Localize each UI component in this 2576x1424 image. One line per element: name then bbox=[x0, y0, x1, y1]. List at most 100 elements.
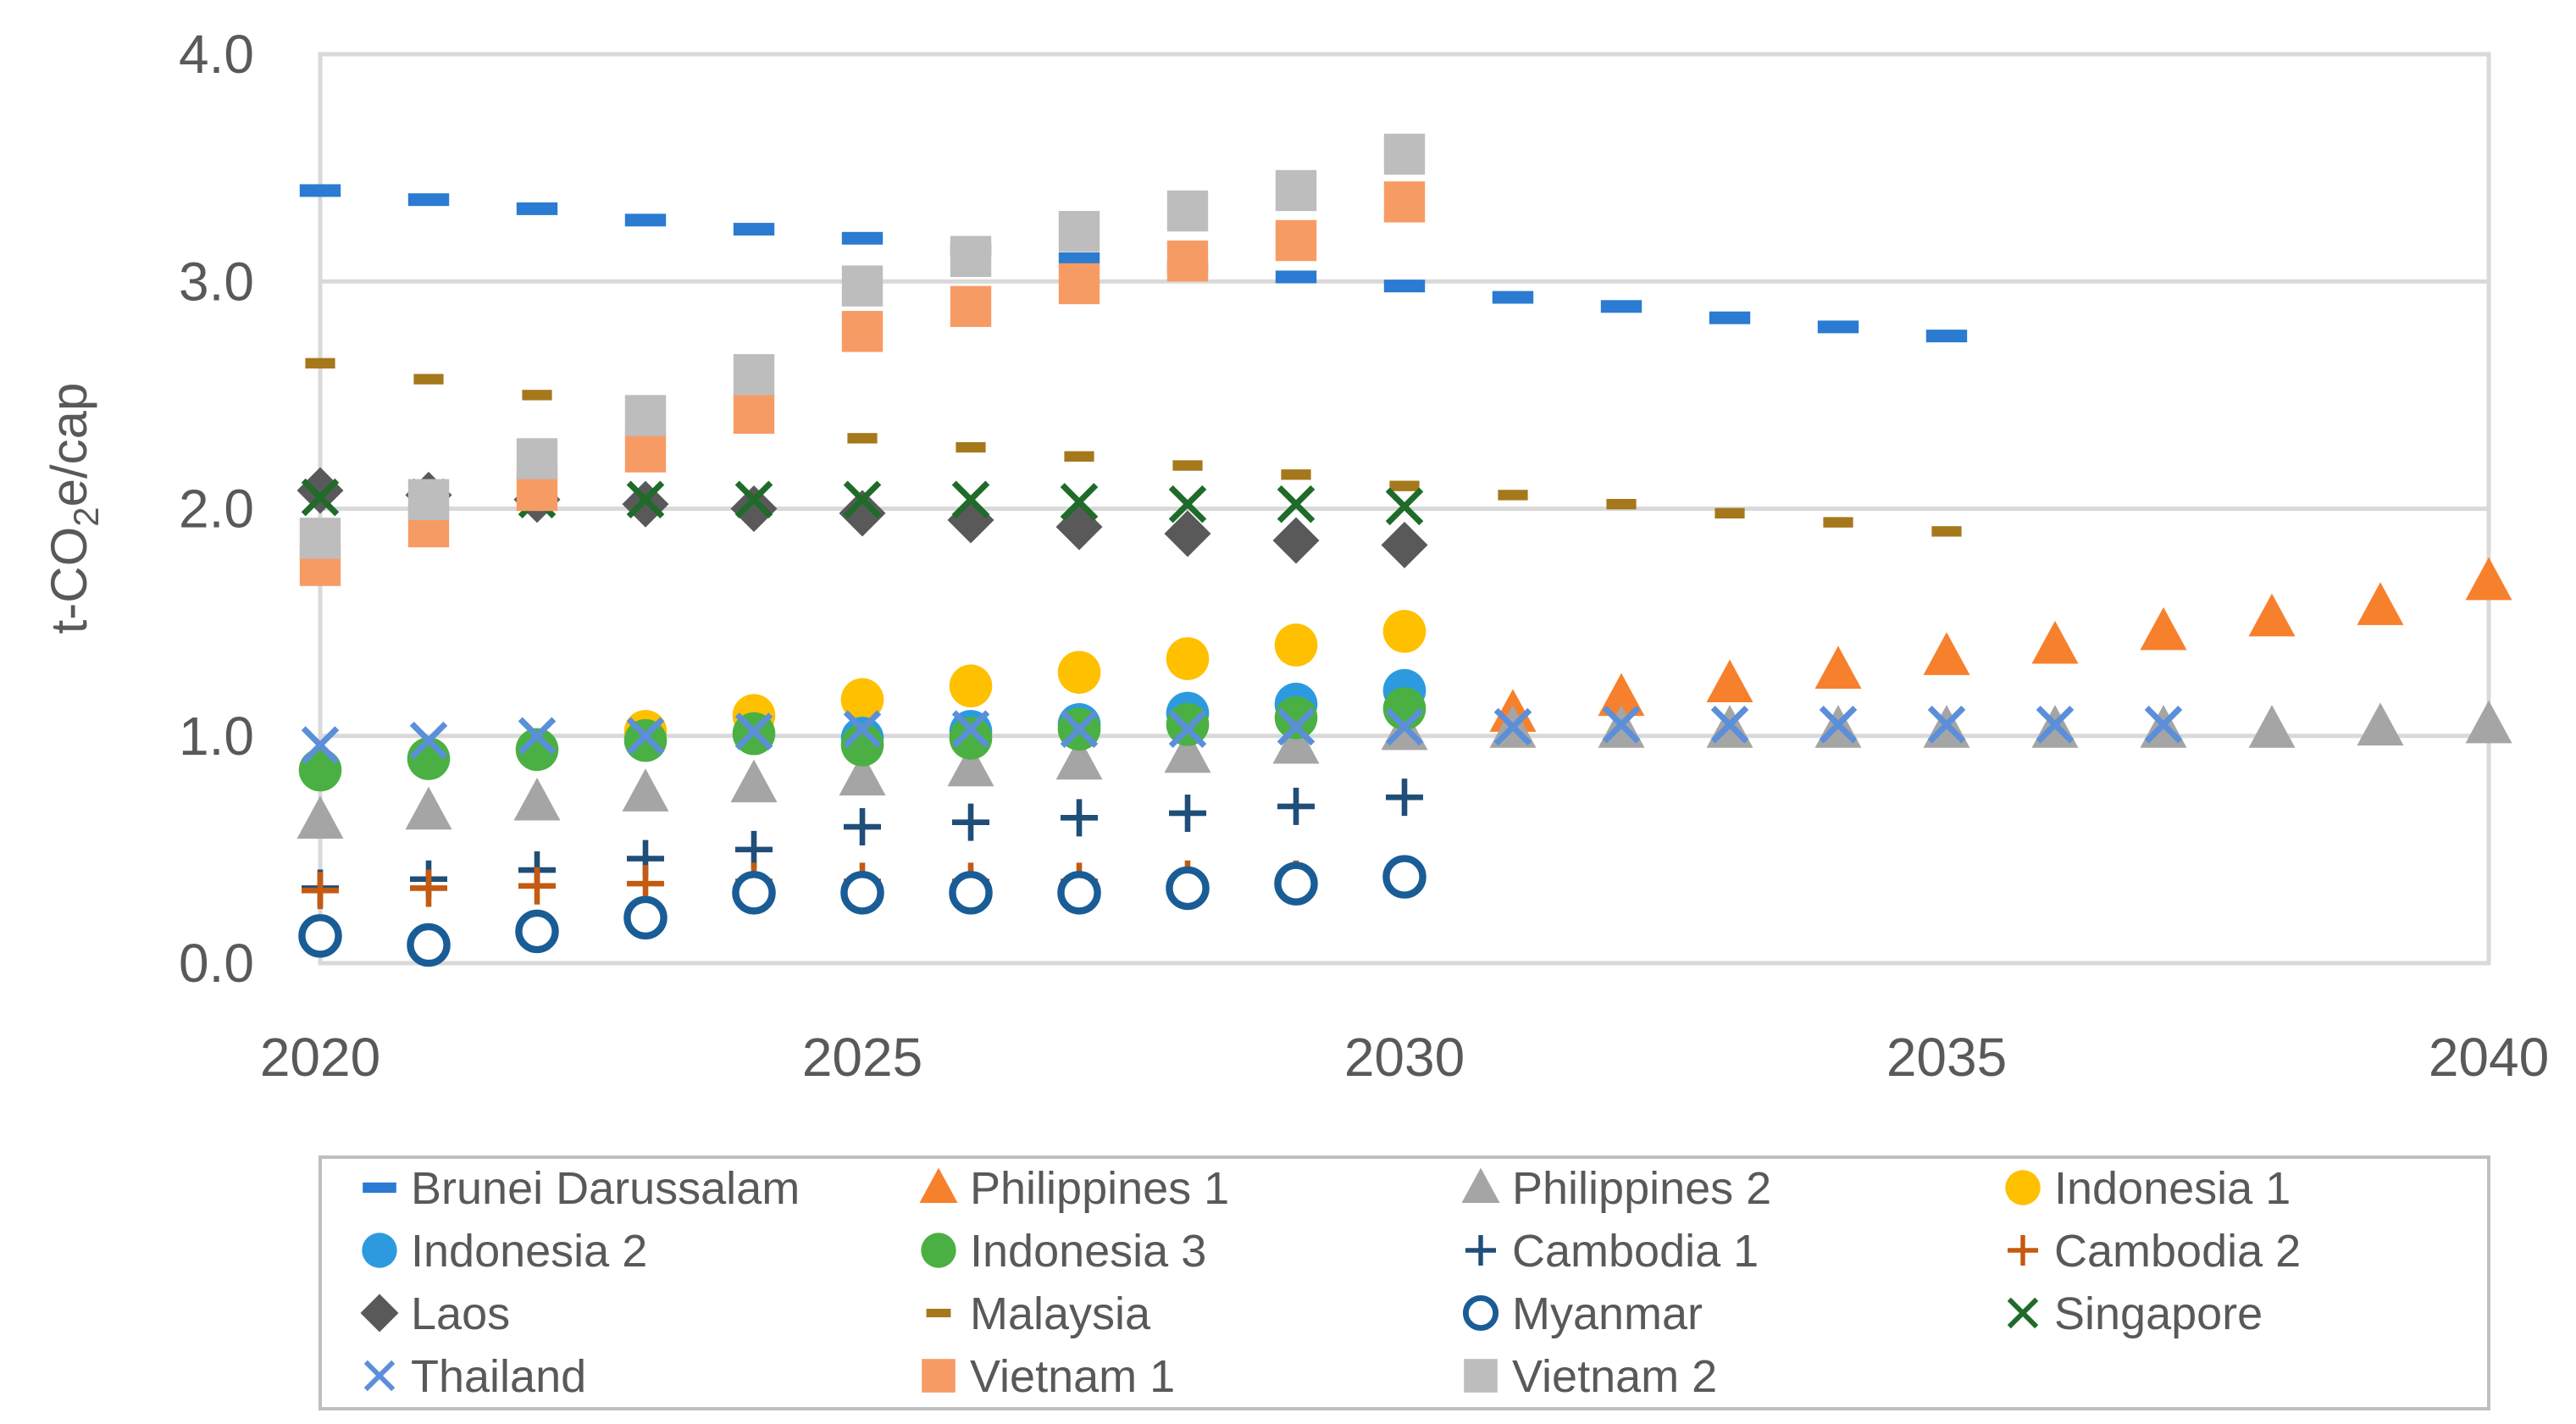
legend-item-vietnam-2[interactable]: Vietnam 2 bbox=[1464, 1351, 1717, 1402]
data-point bbox=[1598, 673, 1645, 717]
data-point bbox=[407, 193, 450, 207]
data-point bbox=[1275, 169, 1317, 212]
legend-item-malaysia[interactable]: Malaysia bbox=[926, 1288, 1151, 1339]
legend-item-philippines-2[interactable]: Philippines 2 bbox=[1461, 1163, 1772, 1214]
data-point bbox=[1274, 695, 1318, 740]
data-point bbox=[1064, 451, 1094, 462]
data-point bbox=[1166, 866, 1210, 911]
legend-marker bbox=[921, 1233, 956, 1268]
legend-marker bbox=[2005, 1170, 2041, 1205]
data-point bbox=[298, 748, 342, 792]
legend-item-cambodia-1[interactable]: Cambodia 1 bbox=[1465, 1226, 1759, 1277]
legend[interactable]: Brunei Darussalam Philippines 1 Philippine… bbox=[360, 1163, 2302, 1402]
data-point bbox=[623, 718, 668, 762]
data-point bbox=[1055, 736, 1103, 780]
data-point bbox=[1493, 707, 1532, 746]
data-point bbox=[839, 490, 886, 537]
data-point bbox=[2144, 706, 2183, 744]
data-point bbox=[951, 710, 990, 748]
data-point bbox=[840, 723, 884, 767]
data-point bbox=[951, 480, 990, 519]
data-point bbox=[624, 395, 667, 436]
x-axis-tick-labels: 2020 2025 2030 2035 2040 bbox=[260, 1027, 2549, 1088]
legend-label: Philippines 1 bbox=[970, 1163, 1229, 1214]
data-point bbox=[299, 518, 341, 559]
data-point bbox=[1925, 330, 1968, 343]
data-point bbox=[1385, 707, 1424, 746]
data-point bbox=[1498, 490, 1528, 501]
data-point bbox=[840, 871, 884, 915]
data-point bbox=[730, 485, 778, 532]
data-point bbox=[952, 803, 989, 841]
legend-label: Laos bbox=[411, 1288, 510, 1339]
data-point bbox=[1606, 498, 1637, 510]
data-point bbox=[298, 914, 342, 958]
legend-item-vietnam-1[interactable]: Vietnam 1 bbox=[922, 1351, 1175, 1402]
data-point bbox=[1275, 270, 1317, 284]
data-point bbox=[734, 480, 773, 519]
data-point bbox=[410, 869, 447, 907]
data-point bbox=[734, 712, 773, 751]
data-point bbox=[1709, 311, 1751, 324]
data-point bbox=[1057, 651, 1101, 694]
data-point bbox=[405, 786, 452, 830]
data-point bbox=[2357, 582, 2404, 625]
legend-label: Indonesia 1 bbox=[2054, 1163, 2291, 1214]
legend-item-indonesia-3[interactable]: Indonesia 3 bbox=[921, 1226, 1206, 1277]
legend-item-indonesia-2[interactable]: Indonesia 2 bbox=[362, 1226, 647, 1277]
data-point bbox=[1166, 637, 1210, 680]
legend-label: Cambodia 1 bbox=[1512, 1226, 1759, 1277]
data-point bbox=[305, 357, 335, 368]
data-point bbox=[1389, 480, 1420, 491]
data-point bbox=[302, 872, 339, 910]
data-point bbox=[2036, 706, 2075, 744]
data-point bbox=[622, 480, 669, 528]
data-point bbox=[624, 213, 667, 227]
data-point bbox=[1277, 787, 1315, 825]
legend-item-singapore[interactable]: Singapore bbox=[2007, 1288, 2263, 1339]
data-point bbox=[847, 433, 878, 444]
series-vietnam-2 bbox=[299, 133, 1426, 559]
legend-item-myanmar[interactable]: Myanmar bbox=[1462, 1288, 1703, 1339]
data-point bbox=[413, 374, 444, 385]
data-point bbox=[1386, 778, 1423, 817]
data-point bbox=[1277, 485, 1316, 524]
data-point bbox=[839, 752, 886, 796]
legend-marker bbox=[363, 1182, 396, 1194]
legend-label: Cambodia 2 bbox=[2054, 1226, 2301, 1277]
legend-item-indonesia-1[interactable]: Indonesia 1 bbox=[2005, 1163, 2291, 1214]
data-point bbox=[2140, 607, 2187, 651]
data-point bbox=[1715, 507, 1745, 519]
legend-label: Singapore bbox=[2054, 1288, 2263, 1339]
series-indonesia-2 bbox=[840, 668, 1426, 760]
data-point bbox=[407, 479, 450, 520]
legend-item-cambodia-2[interactable]: Cambodia 2 bbox=[2008, 1226, 2301, 1277]
legend-label: Vietnam 1 bbox=[970, 1351, 1175, 1402]
data-point bbox=[2248, 593, 2296, 637]
legend-item-thailand[interactable]: Thailand bbox=[363, 1351, 586, 1402]
legend-label: Brunei Darussalam bbox=[411, 1163, 800, 1214]
legend-marker bbox=[922, 1359, 956, 1393]
legend-item-brunei-darussalam[interactable]: Brunei Darussalam bbox=[363, 1163, 800, 1214]
data-point bbox=[956, 441, 986, 453]
data-point bbox=[1060, 710, 1099, 748]
x-tick-label: 2035 bbox=[1886, 1027, 2007, 1088]
data-point bbox=[299, 184, 341, 197]
legend-item-laos[interactable]: Laos bbox=[360, 1288, 511, 1339]
data-point bbox=[1819, 706, 1858, 744]
legend-marker bbox=[360, 1294, 399, 1333]
series-laos bbox=[296, 467, 1428, 568]
data-point bbox=[409, 721, 448, 760]
y-tick-label: 0.0 bbox=[179, 933, 254, 994]
legend-item-philippines-1[interactable]: Philippines 1 bbox=[919, 1163, 1230, 1214]
x-tick-label: 2020 bbox=[260, 1027, 380, 1088]
legend-marker bbox=[362, 1233, 397, 1268]
data-point bbox=[1272, 720, 1320, 764]
data-point bbox=[1281, 469, 1311, 480]
data-point bbox=[1274, 623, 1318, 667]
data-point bbox=[626, 717, 665, 756]
legend-label: Indonesia 2 bbox=[411, 1226, 647, 1277]
legend-label: Malaysia bbox=[970, 1288, 1151, 1339]
series-brunei-darussalam bbox=[299, 184, 1968, 343]
data-point bbox=[1172, 460, 1203, 471]
